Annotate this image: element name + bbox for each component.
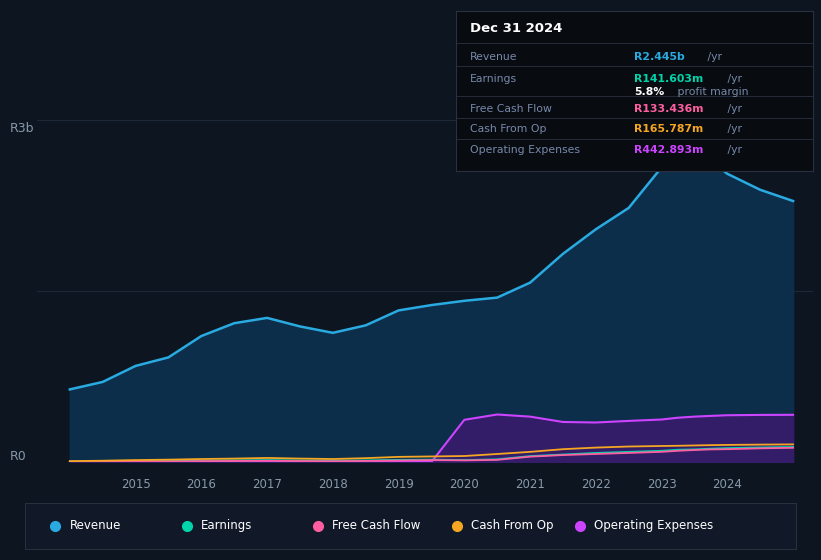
- Text: 2017: 2017: [252, 478, 282, 491]
- Text: Operating Expenses: Operating Expenses: [470, 145, 580, 155]
- Text: R3b: R3b: [10, 122, 34, 136]
- Text: 2016: 2016: [186, 478, 216, 491]
- Text: R141.603m: R141.603m: [635, 74, 704, 84]
- Text: R0: R0: [10, 450, 26, 463]
- Text: R442.893m: R442.893m: [635, 145, 704, 155]
- Text: Earnings: Earnings: [470, 74, 517, 84]
- Text: R133.436m: R133.436m: [635, 104, 704, 114]
- Text: 2023: 2023: [647, 478, 677, 491]
- Text: profit margin: profit margin: [674, 87, 749, 97]
- Text: Cash From Op: Cash From Op: [470, 124, 547, 133]
- Text: /yr: /yr: [724, 104, 742, 114]
- Text: Free Cash Flow: Free Cash Flow: [332, 519, 420, 533]
- Text: /yr: /yr: [724, 74, 742, 84]
- Text: 2018: 2018: [318, 478, 347, 491]
- Text: 2021: 2021: [515, 478, 545, 491]
- Text: 2024: 2024: [713, 478, 742, 491]
- Text: Operating Expenses: Operating Expenses: [594, 519, 713, 533]
- Text: 2022: 2022: [581, 478, 611, 491]
- Text: /yr: /yr: [724, 124, 742, 133]
- Text: 5.8%: 5.8%: [635, 87, 664, 97]
- Text: Cash From Op: Cash From Op: [470, 519, 553, 533]
- Text: Dec 31 2024: Dec 31 2024: [470, 22, 562, 35]
- Text: Revenue: Revenue: [70, 519, 121, 533]
- Text: Free Cash Flow: Free Cash Flow: [470, 104, 552, 114]
- Text: /yr: /yr: [704, 52, 722, 62]
- Text: 2015: 2015: [121, 478, 150, 491]
- Text: 2020: 2020: [449, 478, 479, 491]
- Text: Earnings: Earnings: [200, 519, 252, 533]
- Text: Revenue: Revenue: [470, 52, 517, 62]
- Text: 2019: 2019: [383, 478, 414, 491]
- Text: R2.445b: R2.445b: [635, 52, 685, 62]
- Text: /yr: /yr: [724, 145, 742, 155]
- Text: R165.787m: R165.787m: [635, 124, 704, 133]
